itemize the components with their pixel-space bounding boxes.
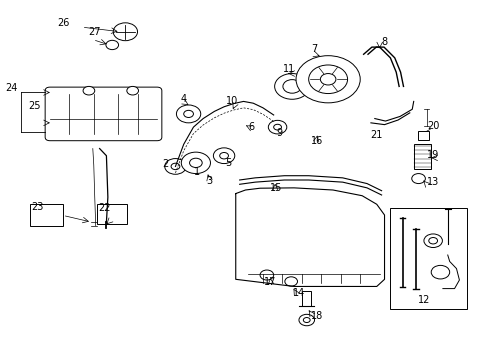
Bar <box>30 204 62 226</box>
Text: 27: 27 <box>88 27 100 37</box>
Circle shape <box>298 314 314 326</box>
FancyBboxPatch shape <box>45 87 162 141</box>
Circle shape <box>283 80 301 93</box>
Circle shape <box>273 124 281 130</box>
Circle shape <box>285 277 297 286</box>
Circle shape <box>303 318 309 323</box>
Circle shape <box>320 73 335 85</box>
Circle shape <box>113 23 137 41</box>
Circle shape <box>181 152 210 174</box>
Text: 19: 19 <box>426 150 438 160</box>
Circle shape <box>164 158 186 174</box>
Text: 15: 15 <box>270 184 282 193</box>
Text: 17: 17 <box>264 277 276 287</box>
Circle shape <box>428 238 437 244</box>
Text: 18: 18 <box>310 311 322 321</box>
Polygon shape <box>235 188 384 287</box>
Circle shape <box>268 120 286 134</box>
Text: 9: 9 <box>276 129 282 138</box>
Bar <box>417 131 428 140</box>
Text: 25: 25 <box>28 101 41 111</box>
Bar <box>301 292 310 306</box>
Text: 3: 3 <box>206 176 212 186</box>
Text: 22: 22 <box>99 203 111 213</box>
Text: 13: 13 <box>426 177 438 187</box>
Circle shape <box>189 158 202 167</box>
Text: 11: 11 <box>283 64 295 74</box>
Circle shape <box>106 40 118 50</box>
Bar <box>413 144 430 169</box>
Text: 4: 4 <box>180 94 186 104</box>
Circle shape <box>295 56 360 103</box>
Text: 21: 21 <box>369 130 382 140</box>
Text: 20: 20 <box>426 121 438 131</box>
Circle shape <box>183 111 193 117</box>
Circle shape <box>423 234 442 248</box>
Text: 2: 2 <box>162 159 168 169</box>
Circle shape <box>308 65 347 94</box>
Circle shape <box>126 86 138 95</box>
Text: 16: 16 <box>310 136 322 146</box>
Circle shape <box>411 174 425 184</box>
Text: 23: 23 <box>31 202 44 212</box>
Circle shape <box>176 105 201 123</box>
Text: 14: 14 <box>292 288 305 298</box>
Text: 6: 6 <box>248 122 254 132</box>
Circle shape <box>219 153 228 159</box>
Text: 10: 10 <box>225 96 238 106</box>
Text: 26: 26 <box>57 18 69 28</box>
Text: 8: 8 <box>381 37 387 47</box>
Text: 12: 12 <box>417 295 429 305</box>
Circle shape <box>83 86 95 95</box>
Bar <box>389 208 466 309</box>
Bar <box>97 204 126 224</box>
Circle shape <box>274 73 309 99</box>
Circle shape <box>430 265 449 279</box>
Circle shape <box>213 148 234 163</box>
Text: 7: 7 <box>311 44 317 54</box>
Circle shape <box>171 163 180 170</box>
Text: 24: 24 <box>5 84 18 93</box>
Circle shape <box>260 270 273 280</box>
Text: 1: 1 <box>194 167 200 177</box>
Text: 5: 5 <box>224 158 231 168</box>
